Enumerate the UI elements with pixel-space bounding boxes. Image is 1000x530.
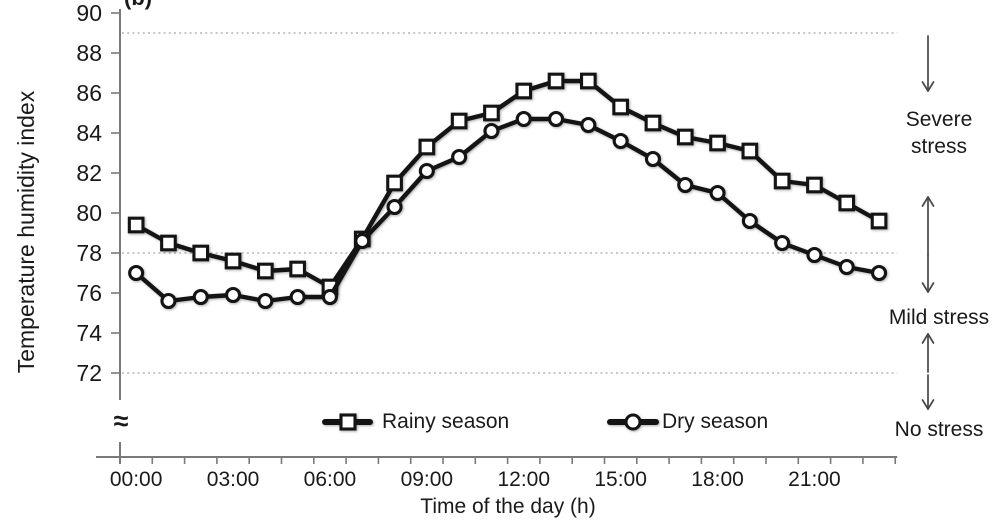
dry-data-point-marker: [160, 292, 177, 310]
dry-data-point-marker: [386, 198, 403, 216]
dry-data-point-marker: [321, 288, 339, 306]
x-axis-title: Time of the day (h): [420, 495, 596, 518]
x-tick-label: 03:00: [206, 468, 260, 491]
y-tick-label: 72: [76, 360, 102, 386]
y-tick-label: 78: [76, 240, 102, 266]
rainy-data-point-marker: [547, 72, 565, 90]
y-tick-label: 88: [76, 40, 102, 66]
dry-data-point-marker: [192, 288, 209, 306]
panel-label: (b): [124, 0, 152, 11]
y-axis-break-symbol: ≈: [113, 406, 129, 436]
legend-label-dry-season: Dry season: [662, 410, 769, 433]
y-tick-label: 74: [76, 320, 102, 346]
rainy-data-point-marker: [418, 138, 436, 156]
zone-label-severe-stress: Severe stress: [879, 106, 999, 160]
x-tick-label: 12:00: [497, 468, 551, 491]
rainy-data-point-marker: [386, 174, 403, 192]
rainy-data-point-marker: [773, 172, 791, 190]
dry-data-point-marker: [354, 232, 371, 250]
legend-key-rainy-season: [322, 413, 373, 431]
x-tick-label: 21:00: [788, 468, 841, 491]
y-tick-label: 76: [76, 280, 102, 306]
y-axis-title: Temperature humidity index: [13, 90, 39, 374]
dry-data-point-marker: [483, 122, 500, 140]
dry-data-point-marker: [547, 110, 565, 128]
rainy-data-point-marker: [450, 112, 468, 130]
dry-data-point-marker: [677, 176, 694, 194]
rainy-data-point-marker: [579, 72, 597, 90]
y-tick-label: 86: [76, 80, 102, 106]
dry-data-point-marker: [225, 286, 242, 304]
dry-data-point-marker: [644, 150, 662, 168]
rainy-data-point-marker: [644, 114, 662, 132]
dry-data-point-marker: [709, 184, 726, 202]
dry-data-point-marker: [612, 132, 629, 150]
y-tick-label: 82: [76, 160, 102, 186]
dry-data-point-marker: [128, 264, 145, 282]
rainy-data-point-marker: [806, 176, 823, 194]
x-tick-label: 09:00: [400, 468, 454, 491]
rainy-data-point-marker: [676, 128, 694, 146]
dry-data-point-marker: [580, 116, 597, 134]
zone-label-severe-stress-text: Severe stress: [905, 108, 973, 158]
dry-data-point-marker: [418, 162, 435, 180]
y-tick-label: 90: [76, 0, 102, 26]
legend-label-rainy-season: Rainy season: [382, 410, 510, 433]
rainy-data-point-marker: [224, 252, 242, 270]
dry-data-point-marker: [838, 258, 855, 276]
legend-key-dry-season: [607, 413, 659, 431]
x-tick-label: 06:00: [303, 468, 357, 491]
rainy-data-point-marker: [612, 98, 629, 116]
dry-data-point-marker: [451, 148, 468, 166]
dry-data-point-marker: [289, 288, 306, 306]
rainy-data-point-marker: [160, 234, 177, 252]
rainy-data-point-marker: [127, 216, 145, 234]
rainy-data-point-marker: [256, 262, 274, 280]
x-tick-label: 18:00: [691, 468, 744, 491]
y-tick-label: 80: [76, 200, 102, 226]
series-dry-season: [128, 110, 888, 310]
rainy-data-point-marker: [709, 134, 726, 152]
rainy-data-point-marker: [870, 212, 888, 230]
rainy-data-point-marker: [515, 82, 533, 100]
rainy-data-point-marker: [838, 194, 856, 212]
rainy-data-point-marker: [741, 142, 759, 160]
rainy-data-point-marker: [483, 104, 500, 122]
dry-data-point-marker: [515, 110, 532, 128]
series-rainy-season: [127, 72, 888, 296]
zone-label-mild-stress: Mild stress: [888, 306, 990, 329]
x-tick-label: 00:00: [109, 468, 163, 491]
rainy-data-point-marker: [289, 260, 307, 278]
dry-data-point-marker: [774, 234, 791, 252]
x-tick-label: 15:00: [594, 468, 647, 491]
zone-label-no-stress: No stress: [894, 418, 984, 441]
y-tick-label: 84: [76, 120, 102, 146]
dry-data-point-marker: [870, 264, 888, 282]
dry-data-point-marker: [257, 292, 274, 310]
rainy-data-point-marker: [192, 244, 210, 262]
dry-data-point-marker: [806, 246, 823, 264]
dry-data-point-marker: [741, 212, 758, 230]
